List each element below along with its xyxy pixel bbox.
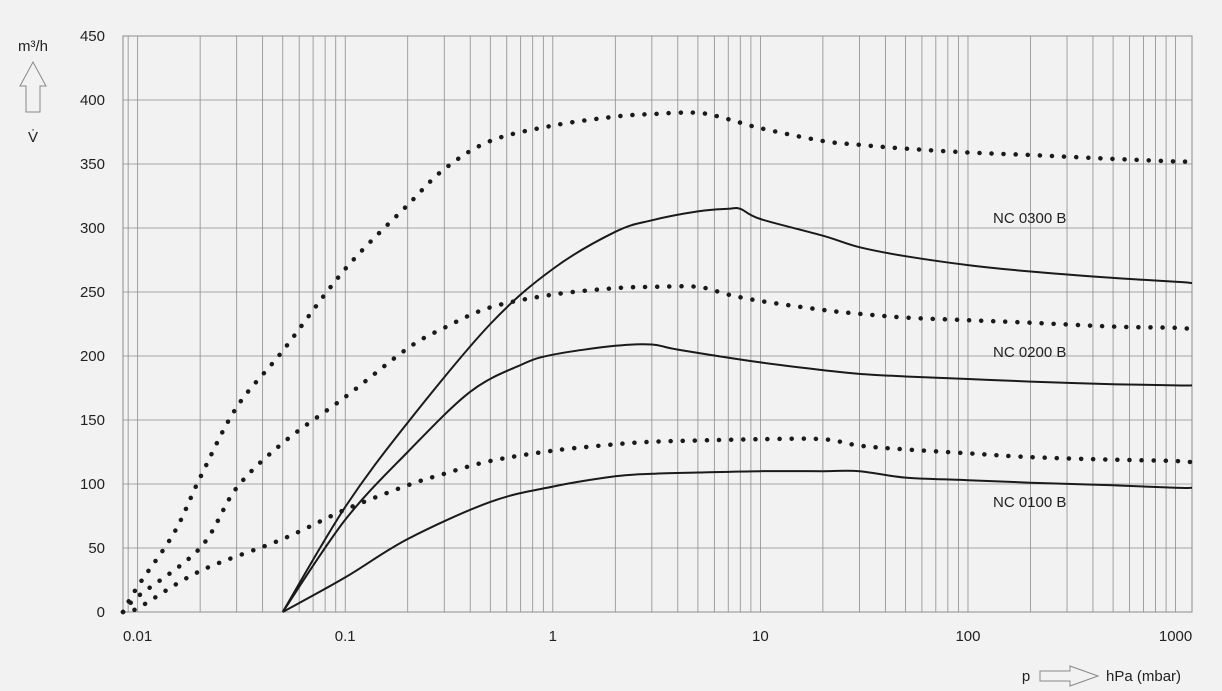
y-tick-label: 50 xyxy=(88,540,105,557)
y-tick-label: 200 xyxy=(80,348,105,365)
x-tick-label: 100 xyxy=(955,628,980,645)
x-axis-ticks: 0.01 0.1 1 10 100 1000 xyxy=(123,628,1192,645)
plot-frame xyxy=(122,35,1193,613)
series-label: NC 0300 B xyxy=(993,210,1066,227)
y-axis-symbol: V̇ xyxy=(28,129,38,146)
series-dotted-line-5 xyxy=(120,436,1195,615)
series-label: NC 0100 B xyxy=(993,494,1066,511)
y-tick-label: 450 xyxy=(80,28,105,45)
y-tick-label: 150 xyxy=(80,412,105,429)
y-tick-label: 100 xyxy=(80,476,105,493)
x-tick-label: 1 xyxy=(549,628,557,645)
series-line-0 xyxy=(281,206,1193,613)
series-dotted-line-1 xyxy=(120,110,1195,615)
series-label: NC 0200 B xyxy=(993,344,1066,361)
right-arrow-icon xyxy=(1039,665,1100,687)
x-tick-label: 10 xyxy=(752,628,769,645)
series-group xyxy=(120,110,1195,615)
y-tick-label: 250 xyxy=(80,284,105,301)
y-tick-label: 400 xyxy=(80,92,105,109)
grid xyxy=(122,35,1193,613)
x-tick-label: 1000 xyxy=(1159,628,1192,645)
series-dotted-line-3 xyxy=(120,284,1195,615)
series-line-4 xyxy=(282,469,1193,613)
up-arrow-icon xyxy=(19,60,47,113)
y-tick-label: 0 xyxy=(97,604,105,621)
y-tick-label: 300 xyxy=(80,220,105,237)
series-labels: NC 0300 B NC 0200 B NC 0100 B xyxy=(993,210,1066,511)
series-line-2 xyxy=(281,343,1193,613)
x-axis-unit: hPa (mbar) xyxy=(1106,668,1181,685)
y-axis-ticks: 0 50 100 150 200 250 300 350 400 450 xyxy=(80,28,105,621)
y-axis-unit: m³/h xyxy=(18,38,48,55)
x-tick-label: 0.1 xyxy=(335,628,356,645)
x-tick-label: 0.01 xyxy=(123,628,152,645)
x-axis-label: p xyxy=(1022,668,1030,685)
y-tick-label: 350 xyxy=(80,156,105,173)
